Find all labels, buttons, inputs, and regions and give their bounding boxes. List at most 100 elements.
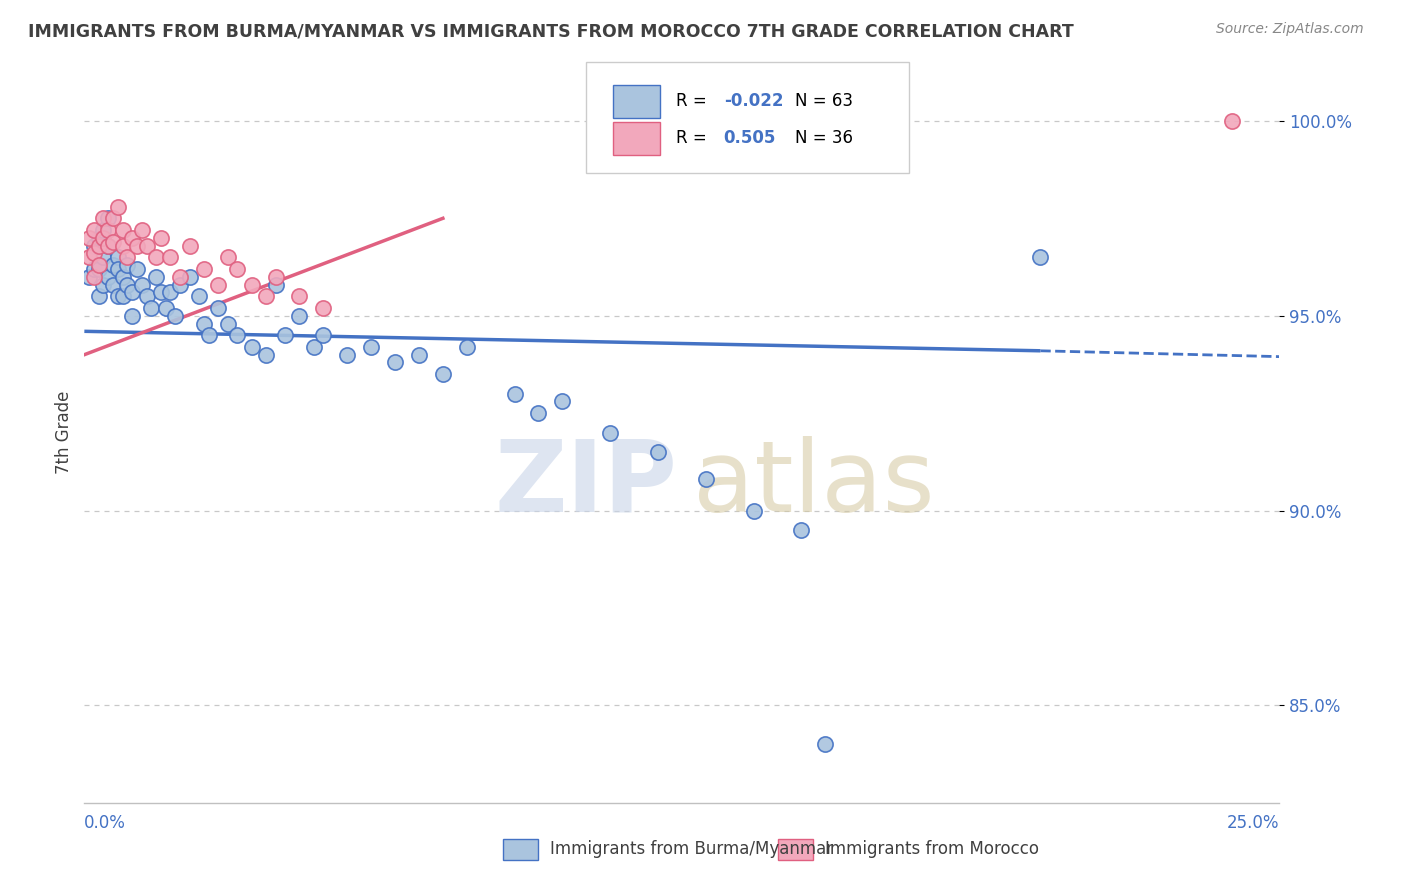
Point bbox=[527, 406, 550, 420]
Text: Source: ZipAtlas.com: Source: ZipAtlas.com bbox=[1216, 22, 1364, 37]
Point bbox=[131, 223, 153, 237]
Point bbox=[111, 289, 134, 303]
Text: Immigrants from Morocco: Immigrants from Morocco bbox=[825, 840, 1039, 858]
Point bbox=[551, 394, 574, 409]
Point bbox=[83, 269, 105, 284]
FancyBboxPatch shape bbox=[586, 62, 910, 173]
FancyBboxPatch shape bbox=[778, 839, 814, 860]
Point bbox=[264, 277, 287, 292]
Text: R =: R = bbox=[676, 92, 711, 110]
Point bbox=[384, 355, 406, 369]
Point bbox=[336, 348, 359, 362]
Point bbox=[1220, 114, 1243, 128]
Point bbox=[254, 348, 277, 362]
Point bbox=[107, 250, 129, 264]
Point bbox=[217, 250, 239, 264]
Point bbox=[117, 250, 139, 264]
Point bbox=[240, 340, 263, 354]
Point bbox=[87, 238, 110, 252]
Text: atlas: atlas bbox=[693, 436, 934, 533]
Point bbox=[107, 262, 129, 277]
FancyBboxPatch shape bbox=[613, 85, 661, 118]
Point bbox=[149, 231, 172, 245]
Y-axis label: 7th Grade: 7th Grade bbox=[55, 391, 73, 475]
Point bbox=[145, 250, 167, 264]
Point bbox=[742, 503, 765, 517]
Point bbox=[135, 238, 157, 252]
Point bbox=[83, 223, 105, 237]
FancyBboxPatch shape bbox=[503, 839, 538, 860]
Point bbox=[288, 289, 311, 303]
Point bbox=[312, 328, 335, 343]
Point bbox=[695, 472, 717, 486]
Point bbox=[226, 262, 249, 277]
Point bbox=[97, 238, 120, 252]
Point bbox=[456, 340, 478, 354]
Point bbox=[77, 269, 100, 284]
Point bbox=[179, 269, 201, 284]
Point bbox=[93, 211, 115, 226]
Point bbox=[117, 277, 139, 292]
Point bbox=[169, 277, 191, 292]
Point bbox=[193, 317, 215, 331]
Point bbox=[121, 309, 143, 323]
Point bbox=[97, 211, 120, 226]
Point bbox=[93, 277, 115, 292]
Point bbox=[83, 262, 105, 277]
Text: 0.505: 0.505 bbox=[724, 129, 776, 147]
Point bbox=[790, 523, 813, 537]
Point bbox=[1029, 250, 1052, 264]
Point bbox=[101, 211, 124, 226]
Point bbox=[93, 250, 115, 264]
Point bbox=[179, 238, 201, 252]
Text: IMMIGRANTS FROM BURMA/MYANMAR VS IMMIGRANTS FROM MOROCCO 7TH GRADE CORRELATION C: IMMIGRANTS FROM BURMA/MYANMAR VS IMMIGRA… bbox=[28, 22, 1074, 40]
Point bbox=[101, 258, 124, 272]
Point bbox=[101, 235, 124, 249]
Point bbox=[207, 301, 229, 315]
Point bbox=[141, 301, 163, 315]
Point bbox=[111, 223, 134, 237]
Point bbox=[599, 425, 621, 440]
Point bbox=[647, 445, 669, 459]
Point bbox=[288, 309, 311, 323]
Point bbox=[87, 289, 110, 303]
Point bbox=[121, 231, 143, 245]
Point bbox=[193, 262, 215, 277]
Text: R =: R = bbox=[676, 129, 711, 147]
Point bbox=[155, 301, 177, 315]
Point bbox=[93, 231, 115, 245]
Point bbox=[97, 238, 120, 252]
Point bbox=[165, 309, 187, 323]
Point bbox=[93, 223, 115, 237]
Point bbox=[145, 269, 167, 284]
Point bbox=[107, 289, 129, 303]
Text: 25.0%: 25.0% bbox=[1227, 814, 1279, 832]
Text: Immigrants from Burma/Myanmar: Immigrants from Burma/Myanmar bbox=[551, 840, 834, 858]
Point bbox=[117, 258, 139, 272]
Text: N = 63: N = 63 bbox=[796, 92, 853, 110]
Point bbox=[169, 269, 191, 284]
Point bbox=[131, 277, 153, 292]
Point bbox=[302, 340, 325, 354]
Point bbox=[207, 277, 229, 292]
Point bbox=[125, 238, 148, 252]
Point bbox=[226, 328, 249, 343]
Point bbox=[97, 269, 120, 284]
Point bbox=[77, 231, 100, 245]
FancyBboxPatch shape bbox=[613, 121, 661, 155]
Point bbox=[254, 289, 277, 303]
Point bbox=[97, 223, 120, 237]
Point bbox=[77, 250, 100, 264]
Text: N = 36: N = 36 bbox=[796, 129, 853, 147]
Point bbox=[360, 340, 382, 354]
Point bbox=[135, 289, 157, 303]
Point bbox=[83, 246, 105, 260]
Point bbox=[197, 328, 219, 343]
Point bbox=[408, 348, 430, 362]
Text: 0.0%: 0.0% bbox=[84, 814, 127, 832]
Point bbox=[814, 737, 837, 751]
Point bbox=[159, 250, 181, 264]
Point bbox=[107, 200, 129, 214]
Point bbox=[240, 277, 263, 292]
Point bbox=[503, 386, 526, 401]
